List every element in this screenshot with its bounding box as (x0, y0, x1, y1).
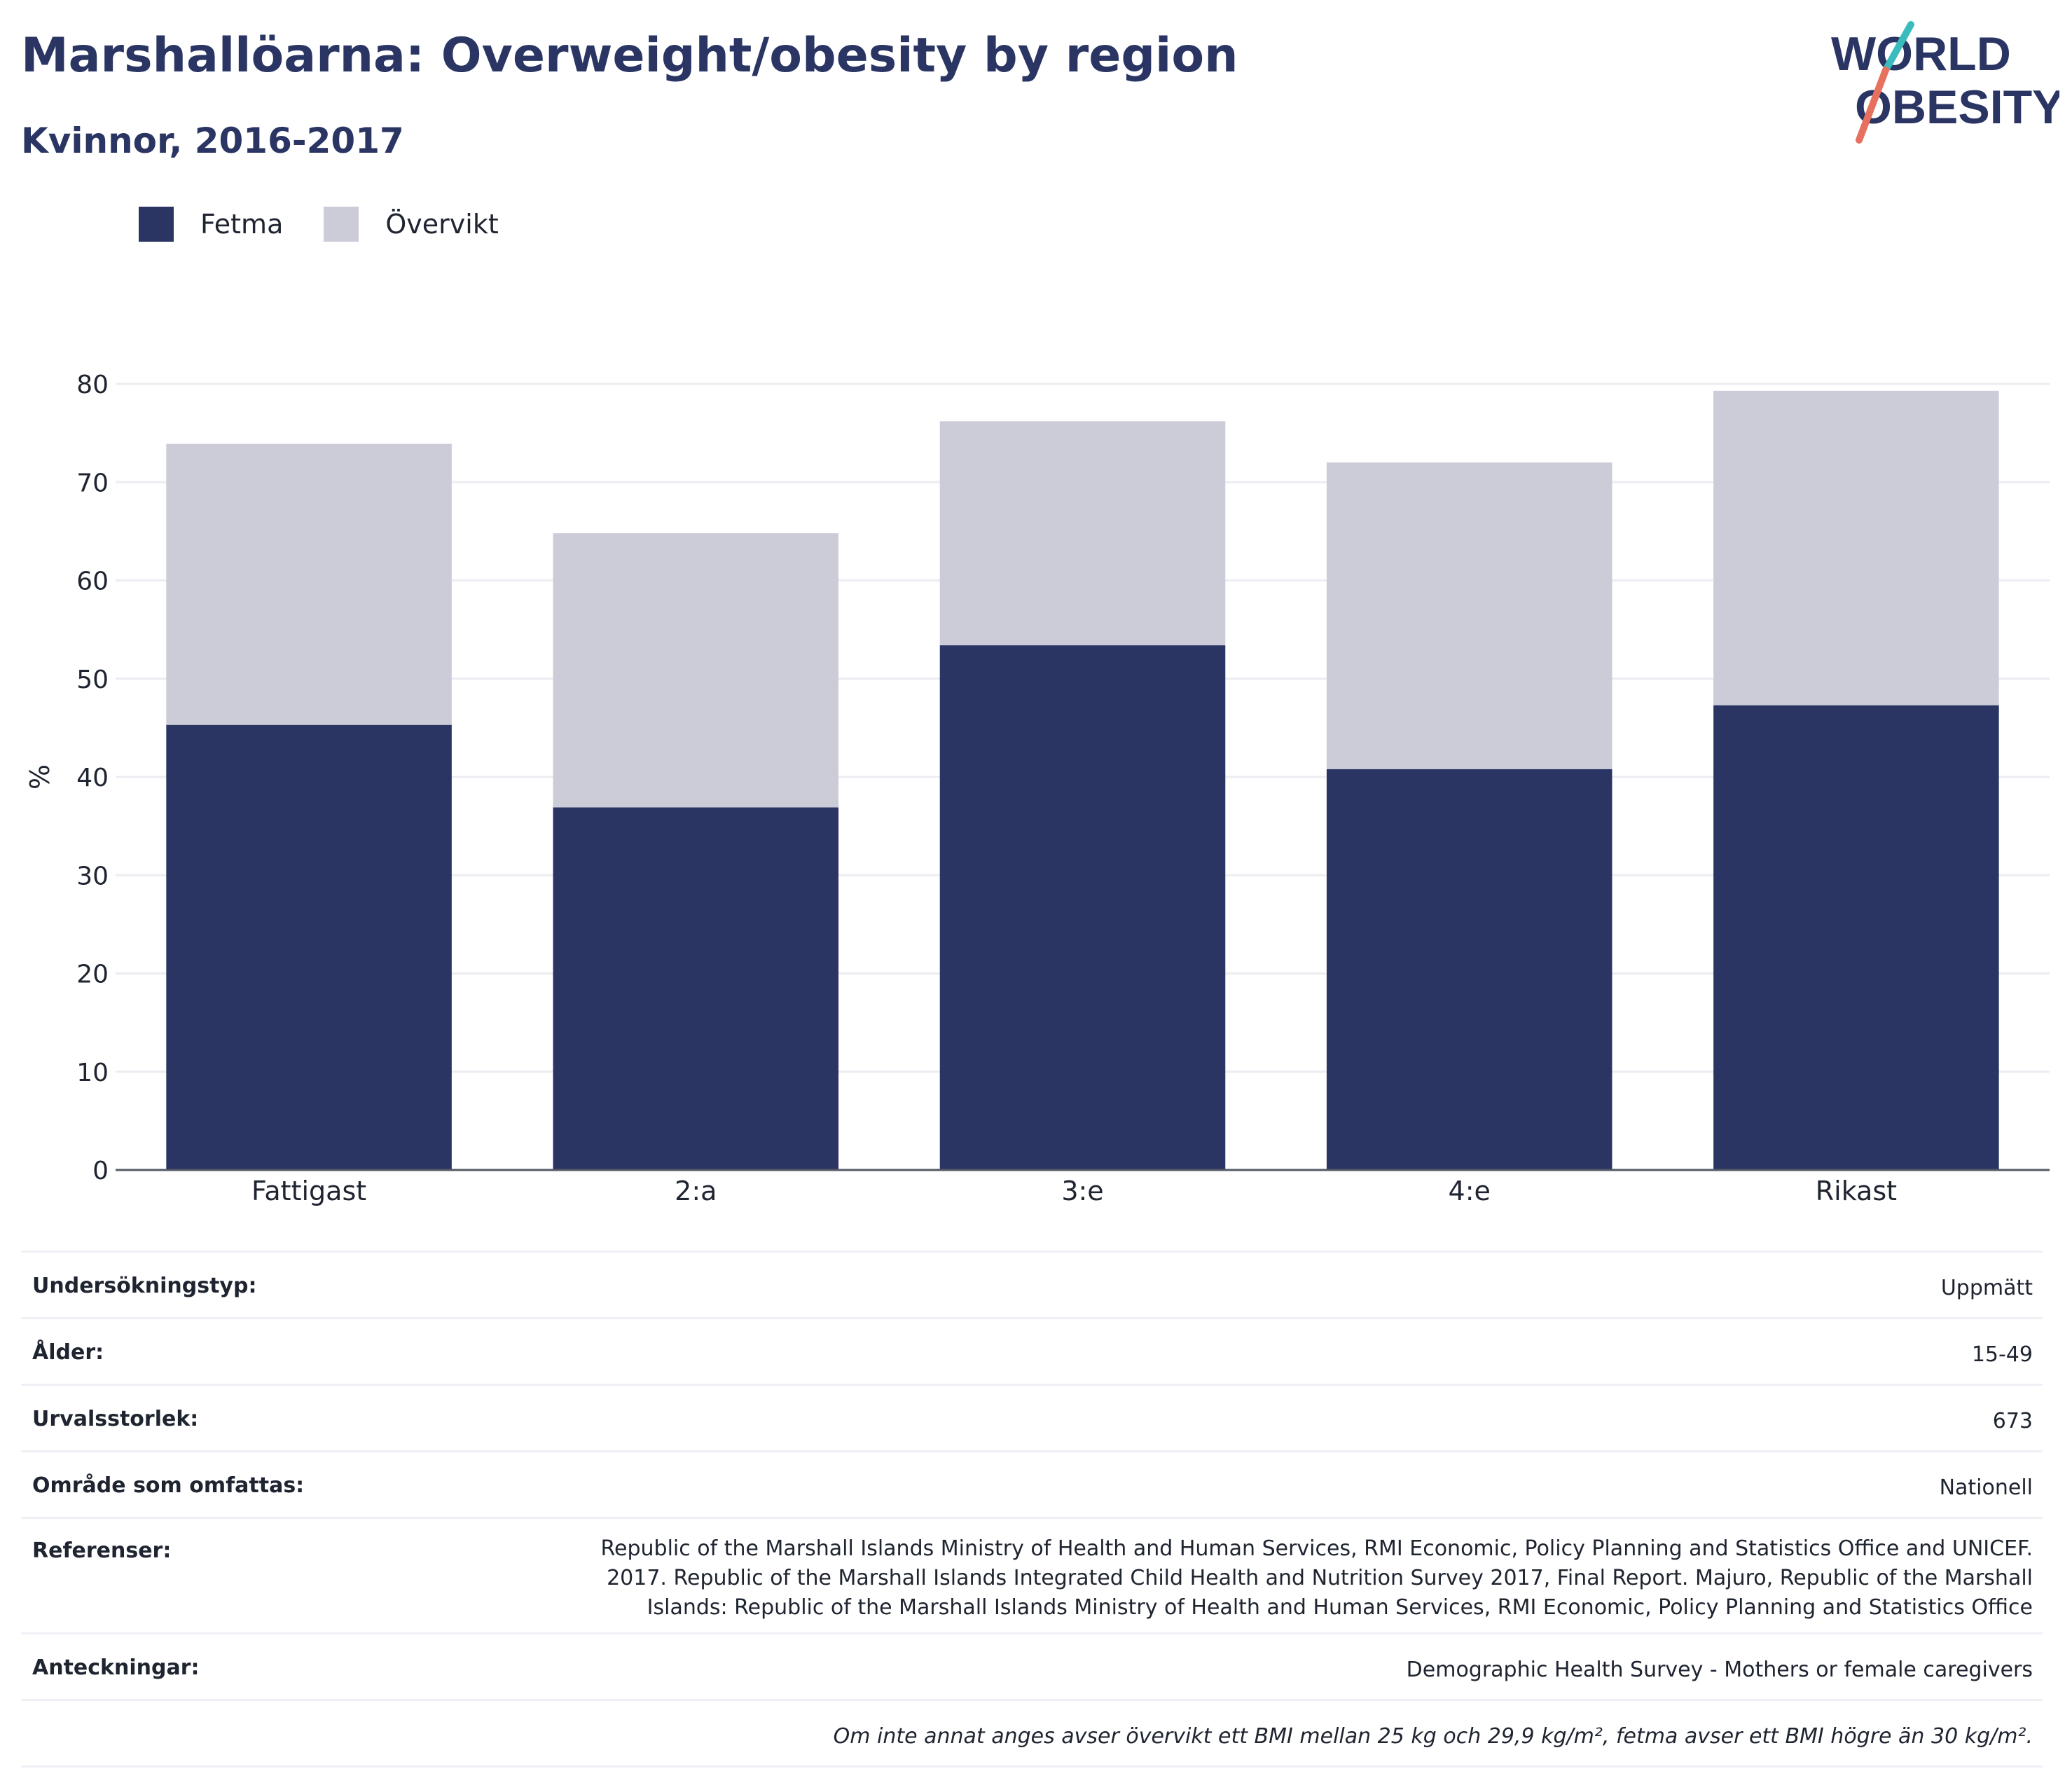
bar-fetma (1713, 705, 1999, 1170)
y-tick-label: 20 (76, 961, 109, 989)
y-tick-label: 30 (76, 862, 109, 890)
y-tick-label: 10 (76, 1059, 109, 1087)
legend-label-fetma: Fetma (200, 209, 284, 240)
bar-fetma (166, 724, 452, 1170)
info-table: Undersökningstyp: Uppmätt Ålder: 15-49 U… (21, 1251, 2043, 1768)
logo-slash-teal (1882, 21, 1914, 74)
x-tick-label: 3:e (1061, 1176, 1103, 1206)
bar-overvikt (166, 443, 452, 725)
info-row-references: Referenser: Republic of the Marshall Isl… (21, 1517, 2043, 1632)
info-row-notes: Anteckningar: Demographic Health Survey … (21, 1632, 2043, 1699)
bar-overvikt (553, 533, 839, 808)
info-value: Republic of the Marshall Islands Ministr… (600, 1536, 2033, 1620)
logo-line2: OBESITY (1855, 81, 2059, 134)
y-tick-label: 70 (76, 469, 109, 497)
legend-label-overvikt: Övervikt (385, 209, 499, 240)
y-tick-label: 0 (92, 1157, 109, 1185)
bar-fetma (1326, 769, 1612, 1170)
info-row-age: Ålder: 15-49 (21, 1317, 2043, 1384)
y-tick-label: 40 (76, 764, 109, 792)
info-value: 673 (1992, 1409, 2033, 1433)
chart-legend: Fetma Övervikt (139, 207, 539, 242)
info-label: Ålder: (32, 1340, 104, 1365)
legend-item-overvikt: Övervikt (324, 207, 499, 242)
x-tick-label: Rikast (1816, 1176, 1897, 1206)
info-value: 15-49 (1971, 1342, 2033, 1367)
info-row-coverage: Område som omfattas: Nationell (21, 1450, 2043, 1517)
chart-title: Marshallöarna: Overweight/obesity by reg… (21, 28, 1238, 83)
info-row-footnote: Om inte annat anges avser övervikt ett B… (21, 1699, 2043, 1768)
y-tick-label: 50 (76, 666, 109, 694)
info-value: Uppmätt (1940, 1276, 2033, 1300)
y-tick-label: 60 (76, 567, 109, 596)
info-value: Demographic Health Survey - Mothers or f… (1406, 1658, 2033, 1682)
bar-overvikt (1713, 390, 1999, 705)
x-tick-label: Fattigast (251, 1176, 366, 1206)
legend-swatch-overvikt (324, 207, 359, 242)
info-row-sample-size: Urvalsstorlek: 673 (21, 1384, 2043, 1450)
bar-overvikt (1326, 462, 1612, 769)
world-obesity-logo: WORLD OBESITY (1831, 21, 2059, 144)
info-row-survey-type: Undersökningstyp: Uppmätt (21, 1251, 2043, 1317)
bar-fetma (553, 807, 839, 1170)
x-tick-label: 4:e (1449, 1176, 1491, 1206)
info-label: Undersökningstyp: (32, 1274, 257, 1298)
legend-swatch-fetma (139, 207, 174, 242)
y-axis-label: % (25, 764, 55, 790)
legend-item-fetma: Fetma (139, 207, 283, 242)
bar-overvikt (939, 421, 1226, 646)
info-value: Nationell (1939, 1475, 2033, 1500)
chart-subtitle: Kvinnor, 2016-2017 (21, 121, 404, 161)
bar-fetma (939, 645, 1226, 1170)
stacked-bar-chart: 0 10 20 30 40 50 60 70 80% Fattigast 2:a 3:e 4:e Rika… (25, 371, 2050, 1206)
y-tick-label: 80 (76, 371, 109, 399)
logo-line1: WORLD (1831, 27, 2011, 81)
logo-slash-coral (1856, 67, 1889, 144)
footnote: Om inte annat anges avser övervikt ett B… (833, 1724, 2033, 1749)
info-label: Anteckningar: (32, 1655, 200, 1680)
info-label: Område som omfattas: (32, 1473, 305, 1498)
info-label: Referenser: (32, 1538, 172, 1563)
x-tick-label: 2:a (675, 1176, 717, 1206)
info-label: Urvalsstorlek: (32, 1407, 199, 1431)
